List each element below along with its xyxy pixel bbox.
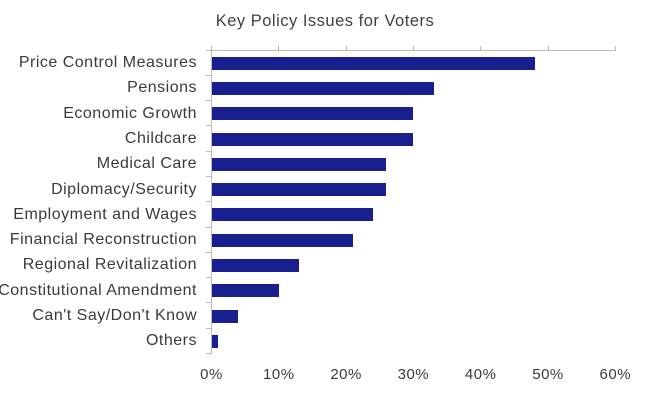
category-label-row: Medical Care <box>0 154 197 174</box>
bar-employment-and-wages <box>211 208 374 222</box>
category-label-others: Others <box>145 332 197 350</box>
category-label-economic-growth: Economic Growth <box>63 104 197 122</box>
y-axis-line <box>210 49 212 354</box>
category-label-row: Economic Growth <box>0 104 197 124</box>
y-axis-tick <box>205 226 211 228</box>
category-label-regional-revitalization: Regional Revitalization <box>22 256 197 274</box>
x-axis-tick <box>412 45 414 51</box>
category-label-row: Diplomacy/Security <box>0 180 197 200</box>
category-label-row: Constitutional Amendment <box>0 281 197 301</box>
bar-regional-revitalization <box>211 258 299 272</box>
category-label-price-control-measures: Price Control Measures <box>18 54 197 72</box>
chart-title: Key Policy Issues for Voters <box>215 12 435 30</box>
bar-diplomacy-security <box>211 183 387 197</box>
category-label-childcare: Childcare <box>124 130 197 147</box>
x-axis-tick <box>480 45 482 51</box>
category-label-row: Regional Revitalization <box>0 255 197 275</box>
y-axis-tick <box>205 150 211 152</box>
bar-constitutional-amendment <box>211 284 279 298</box>
category-label-employment-and-wages: Employment and Wages <box>13 205 197 223</box>
y-axis-tick <box>205 100 211 102</box>
x-axis-tick <box>211 45 212 51</box>
category-label-row: Childcare <box>0 129 197 149</box>
bar-economic-growth <box>211 107 414 121</box>
x-axis-tick <box>345 45 347 51</box>
y-axis-tick <box>205 74 211 76</box>
category-label-row: Price Control Measures <box>0 53 197 73</box>
y-axis-tick <box>205 175 211 177</box>
x-axis-tick <box>278 45 280 51</box>
x-tick-label-40: 40% <box>464 366 497 383</box>
x-tick-label-10: 10% <box>263 366 295 383</box>
bar-childcare <box>211 132 414 146</box>
x-tick-label-60: 60% <box>599 366 632 383</box>
y-axis-tick <box>205 302 211 304</box>
bar-others <box>211 334 219 348</box>
x-tick-label-30: 30% <box>397 366 430 383</box>
x-axis-tick <box>614 45 616 51</box>
bar-medical-care <box>211 157 387 171</box>
bar-financial-reconstruction <box>211 233 353 247</box>
y-axis-tick <box>205 125 211 127</box>
x-tick-label-20: 20% <box>330 366 362 383</box>
category-label-financial-reconstruction: Financial Reconstruction <box>9 231 197 249</box>
y-axis-tick <box>205 352 211 354</box>
y-axis-tick <box>205 327 211 329</box>
bar-can-t-say-don-t-know <box>211 309 239 323</box>
x-tick-label-0: 0% <box>200 366 223 383</box>
bar-pensions <box>211 81 434 95</box>
category-label-medical-care: Medical Care <box>96 155 197 173</box>
category-label-can-t-say-don-t-know: Can't Say/Don't Know <box>32 307 197 325</box>
category-label-pensions: Pensions <box>127 79 197 97</box>
y-axis-tick <box>205 49 211 51</box>
category-label-row: Pensions <box>0 78 197 98</box>
category-label-row: Financial Reconstruction <box>0 230 197 250</box>
category-label-row: Others <box>0 331 197 351</box>
x-tick-label-50: 50% <box>532 366 564 383</box>
y-axis-tick <box>205 277 211 279</box>
x-axis-tick <box>547 45 549 51</box>
category-label-row: Employment and Wages <box>0 205 197 225</box>
bar-price-control-measures <box>211 56 535 70</box>
category-label-row: Can't Say/Don't Know <box>0 306 197 326</box>
y-axis-tick <box>205 251 211 253</box>
category-label-constitutional-amendment: Constitutional Amendment <box>0 281 197 299</box>
y-axis-tick <box>205 201 211 203</box>
category-label-diplomacy-security: Diplomacy/Security <box>51 180 197 198</box>
